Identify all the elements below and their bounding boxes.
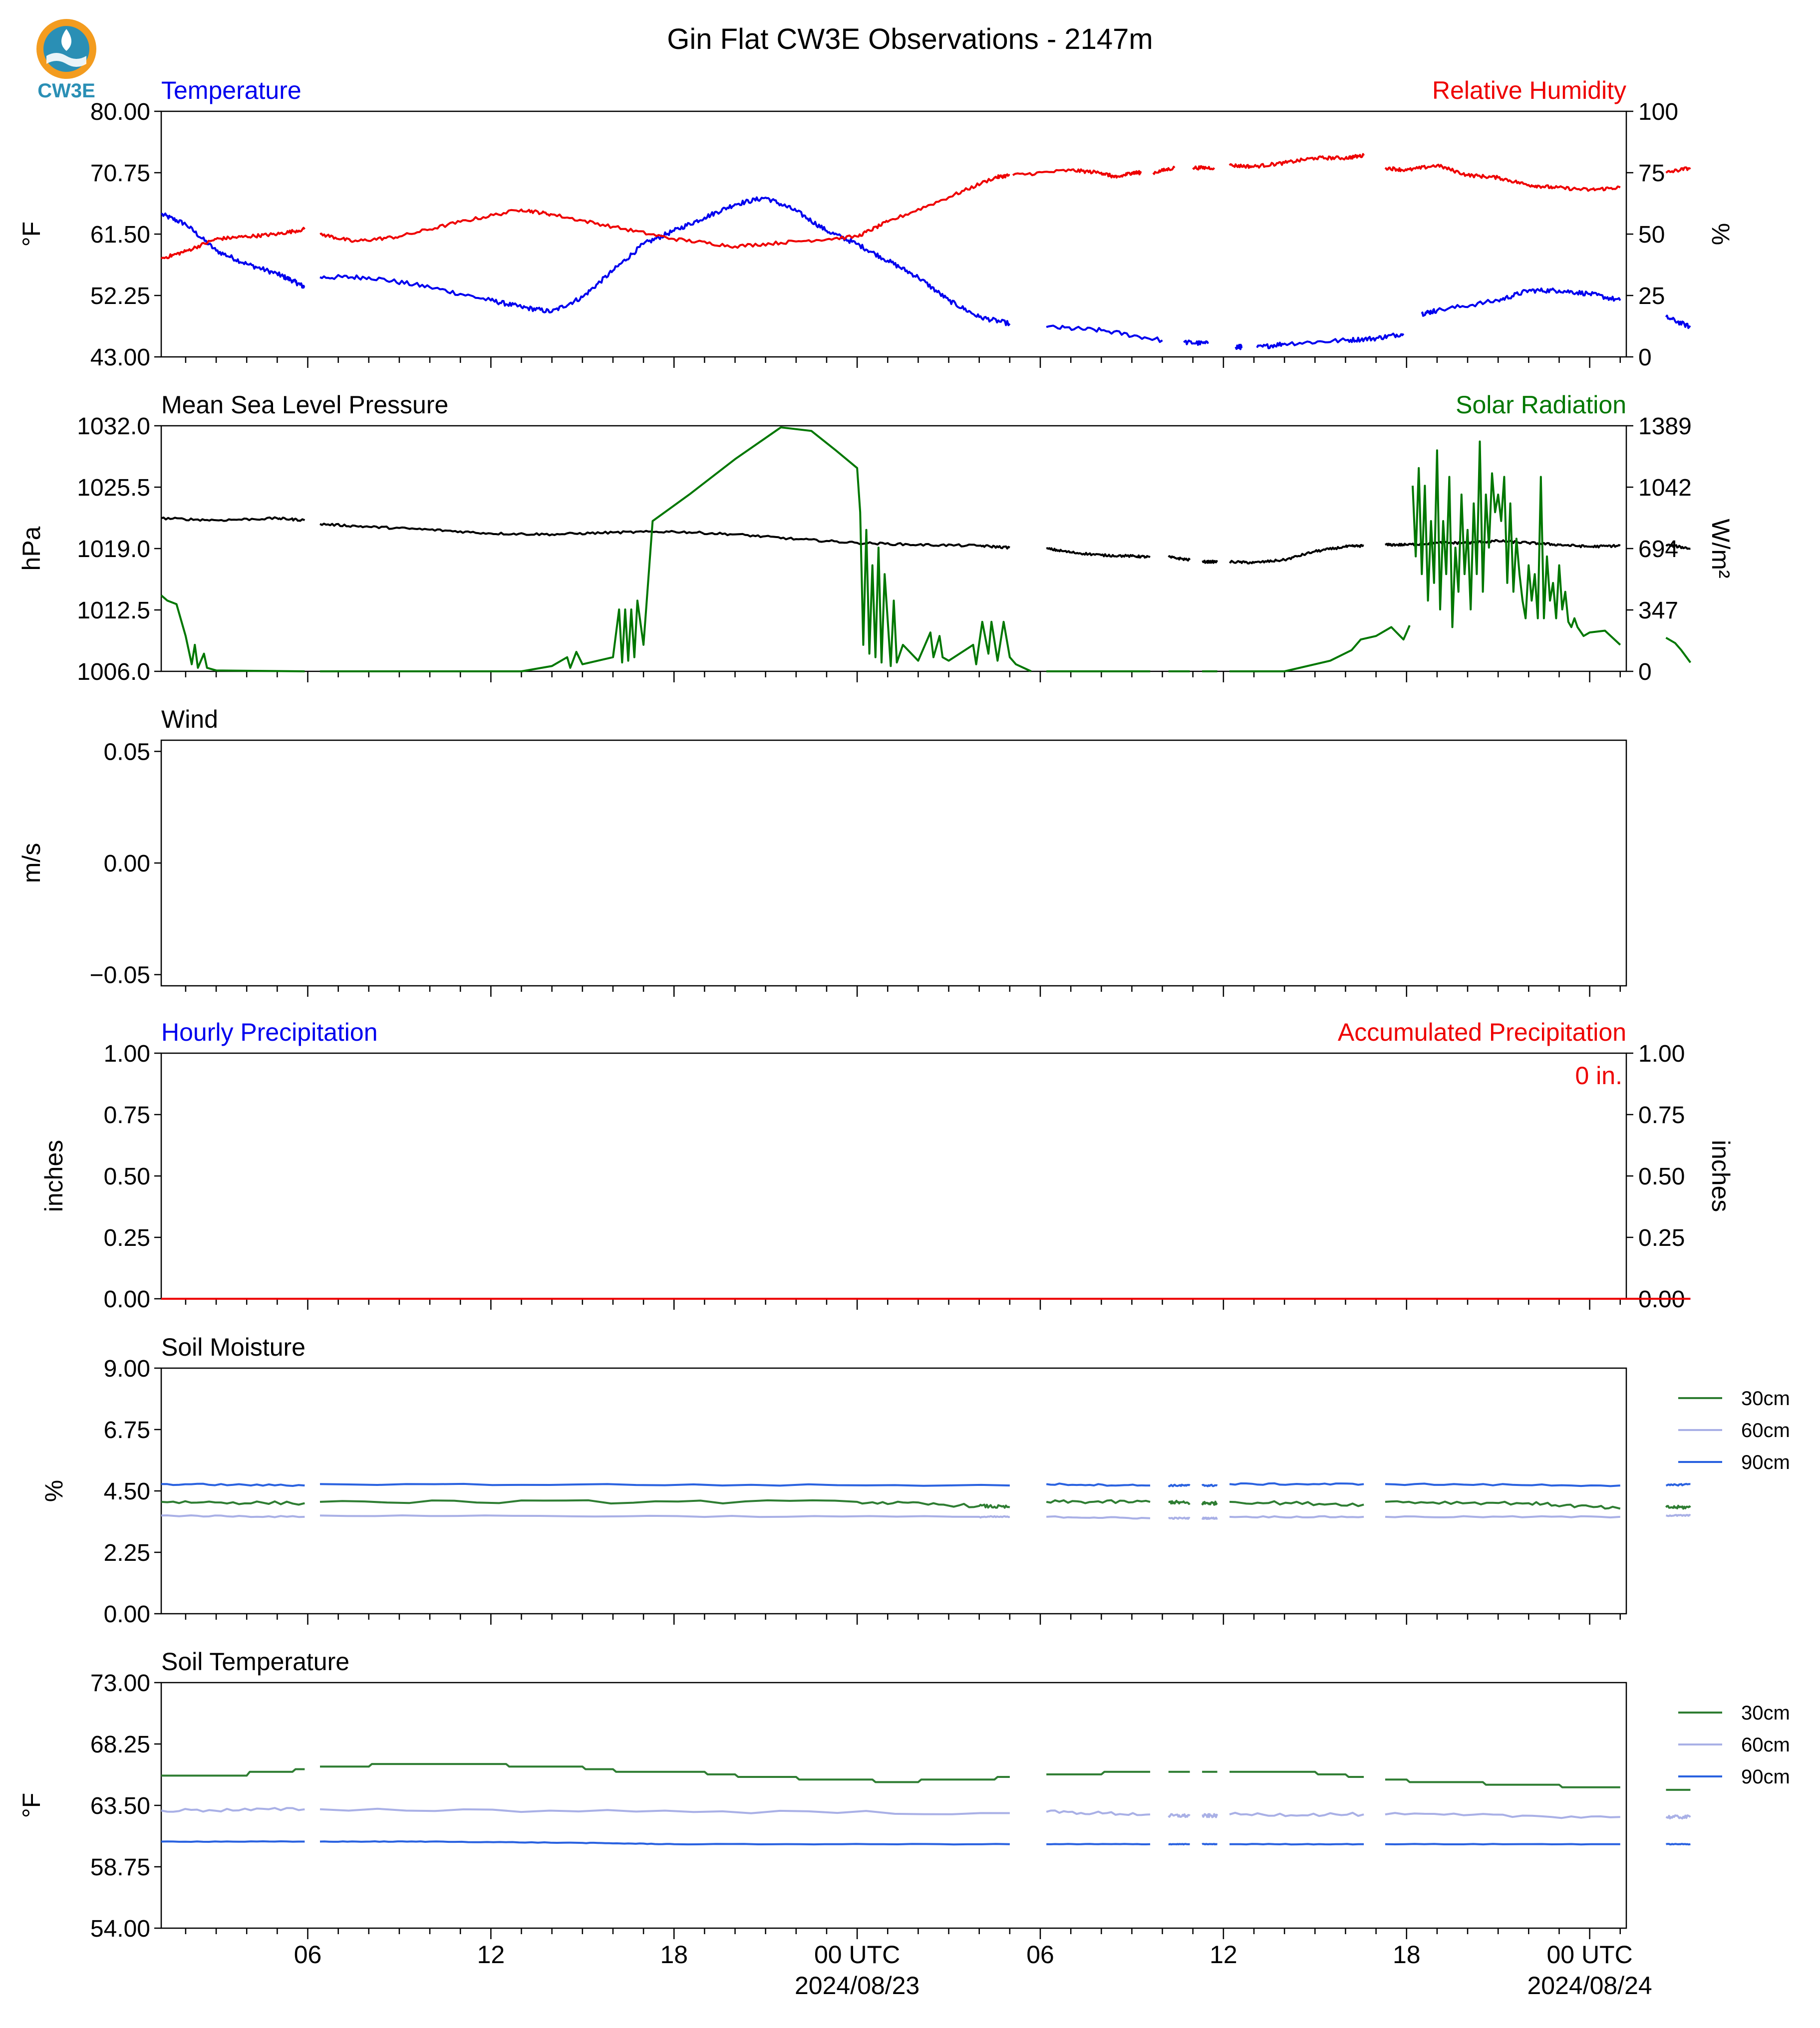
xtick-label: 12 <box>1210 1941 1237 1969</box>
ytick-label-left-soil_moisture: 6.75 <box>104 1417 150 1444</box>
panel-title-precipitation: Hourly Precipitation <box>161 1018 378 1046</box>
ylabel-left-soil_temperature: °F <box>17 1793 45 1818</box>
ylabel-left-soil_moisture: % <box>40 1480 68 1502</box>
ylabel-left-pressure: hPa <box>17 526 45 571</box>
ytick-label-left-soil_moisture: 0.00 <box>104 1601 150 1628</box>
ytick-label-left-pressure: 1019.0 <box>77 536 150 563</box>
ytick-label-left-soil_temperature: 68.25 <box>90 1732 150 1758</box>
panel-title-temperature: Temperature <box>161 76 302 104</box>
logo-text: CW3E <box>37 80 95 102</box>
panel-frame-soil_temperature <box>160 1682 1627 1929</box>
ytick-label-left-pressure: 1032.0 <box>77 413 150 440</box>
xdate-label: 2024/08/24 <box>1527 1972 1652 2000</box>
ylabel-right-precipitation: inches <box>1707 1140 1735 1212</box>
panel-frame-soil_moisture <box>160 1367 1627 1615</box>
ytick-label-left-precipitation: 1.00 <box>104 1041 150 1067</box>
series-temperature-2 <box>160 153 1691 260</box>
ytick-label-left-soil_temperature: 63.50 <box>90 1793 150 1819</box>
ytick-label-left-precipitation: 0.25 <box>104 1225 150 1251</box>
ytick-label-left-wind: −0.05 <box>90 962 150 989</box>
ytick-label-right-temperature: 75 <box>1638 160 1665 187</box>
ytick-label-left-pressure: 1012.5 <box>77 597 150 624</box>
ytick-label-left-temperature: 52.25 <box>90 283 150 309</box>
ytick-label-left-wind: 0.05 <box>104 739 150 765</box>
ytick-label-left-soil_moisture: 9.00 <box>104 1356 150 1382</box>
ytick-label-left-wind: 0.00 <box>104 851 150 877</box>
ytick-label-left-soil_moisture: 2.25 <box>104 1540 150 1566</box>
ytick-label-right-precipitation: 0.50 <box>1638 1163 1685 1190</box>
ylabel-right-pressure: W/m² <box>1707 519 1735 578</box>
series-pressure-2 <box>160 426 1692 672</box>
panel-title-soil_temperature: Soil Temperature <box>161 1648 349 1676</box>
figure-title: Gin Flat CW3E Observations - 2147m <box>667 23 1153 55</box>
series-temperature-1 <box>161 196 1691 350</box>
ytick-label-left-soil_moisture: 4.50 <box>104 1478 150 1505</box>
series-soil_temperature-2 <box>161 1807 1691 1820</box>
ytick-label-left-soil_temperature: 73.00 <box>90 1670 150 1697</box>
ytick-label-left-soil_temperature: 58.75 <box>90 1854 150 1881</box>
xtick-label: 06 <box>1026 1941 1054 1969</box>
ytick-label-left-precipitation: 0.50 <box>104 1163 150 1190</box>
series-soil_temperature-1 <box>161 1763 1691 1791</box>
panel-title-soil_moisture: Soil Moisture <box>161 1333 305 1361</box>
ylabel-left-precipitation: inches <box>40 1140 68 1212</box>
xdate-label: 2024/08/23 <box>795 1972 919 2000</box>
ytick-label-left-temperature: 43.00 <box>90 344 150 371</box>
series-soil_moisture-2 <box>161 1514 1691 1520</box>
series-soil_moisture-3 <box>161 1482 1691 1487</box>
series-pressure-1 <box>161 516 1691 565</box>
ytick-label-right-pressure: 347 <box>1638 597 1678 624</box>
legend-label-90cm: 90cm <box>1741 1766 1790 1788</box>
ytick-label-left-precipitation: 0.00 <box>104 1286 150 1313</box>
series-soil_moisture-1 <box>161 1499 1691 1510</box>
ytick-label-right-pressure: 0 <box>1638 659 1652 685</box>
xtick-label: 18 <box>660 1941 688 1969</box>
ytick-label-right-pressure: 694 <box>1638 536 1678 563</box>
panel-title-right-temperature: Relative Humidity <box>1432 76 1626 104</box>
panel-frame-wind <box>160 739 1627 987</box>
legend-label-30cm: 30cm <box>1741 1702 1790 1724</box>
xtick-label: 00 UTC <box>814 1941 900 1969</box>
legend-label-30cm: 30cm <box>1741 1388 1790 1410</box>
ytick-label-left-pressure: 1025.5 <box>77 475 150 501</box>
logo-drop-icon <box>61 29 71 51</box>
ylabel-left-wind: m/s <box>17 843 45 883</box>
ytick-label-right-pressure: 1042 <box>1638 475 1692 501</box>
ytick-label-left-precipitation: 0.75 <box>104 1102 150 1129</box>
xtick-label: 06 <box>294 1941 322 1969</box>
ytick-label-right-temperature: 100 <box>1638 99 1678 125</box>
ytick-label-right-precipitation: 1.00 <box>1638 1041 1685 1067</box>
panel-frame-temperature <box>160 110 1627 358</box>
ytick-label-right-pressure: 1389 <box>1638 413 1692 440</box>
panel-title-pressure: Mean Sea Level Pressure <box>161 391 448 419</box>
panel-title-wind: Wind <box>161 705 218 733</box>
ytick-label-left-temperature: 70.75 <box>90 160 150 187</box>
ytick-label-left-soil_temperature: 54.00 <box>90 1916 150 1942</box>
accumulated-total-label: 0 in. <box>1575 1062 1622 1090</box>
ytick-label-left-temperature: 80.00 <box>90 99 150 125</box>
legend-label-60cm: 60cm <box>1741 1734 1790 1756</box>
cw3e-logo: CW3E <box>36 19 96 102</box>
panel-frame-precipitation <box>160 1052 1627 1300</box>
panel-title-right-pressure: Solar Radiation <box>1456 391 1626 419</box>
legend-label-90cm: 90cm <box>1741 1451 1790 1473</box>
ytick-label-right-precipitation: 0.25 <box>1638 1225 1685 1251</box>
ylabel-left-temperature: °F <box>17 222 45 247</box>
ylabel-right-temperature: % <box>1707 223 1735 245</box>
legend-label-60cm: 60cm <box>1741 1420 1790 1442</box>
xtick-label: 12 <box>477 1941 505 1969</box>
ytick-label-left-pressure: 1006.0 <box>77 659 150 685</box>
ytick-label-left-temperature: 61.50 <box>90 222 150 248</box>
ytick-label-right-temperature: 25 <box>1638 283 1665 309</box>
ytick-label-right-temperature: 0 <box>1638 344 1652 371</box>
ytick-label-right-temperature: 50 <box>1638 222 1665 248</box>
ytick-label-right-precipitation: 0.75 <box>1638 1102 1685 1129</box>
xtick-label: 00 UTC <box>1546 1941 1632 1969</box>
series-soil_temperature-3 <box>161 1840 1691 1846</box>
xtick-label: 18 <box>1393 1941 1421 1969</box>
logo-wave-icon <box>46 53 86 67</box>
panel-title-right-precipitation: Accumulated Precipitation <box>1338 1018 1626 1046</box>
